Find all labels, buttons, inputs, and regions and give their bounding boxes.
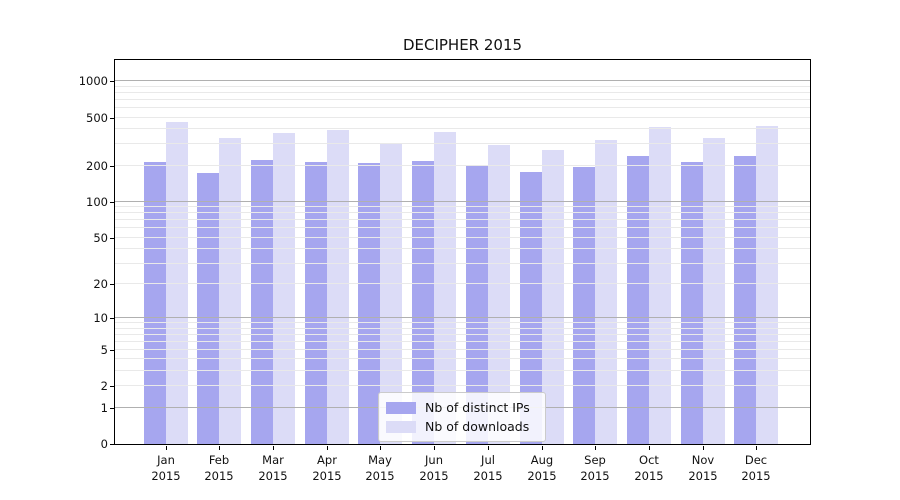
chart-title: DECIPHER 2015 <box>402 36 523 54</box>
y-tick-label-2: 2 <box>100 379 108 393</box>
y-tick-200 <box>110 166 114 167</box>
x-tick-label-jun: Jun 2015 <box>419 453 449 483</box>
bar-distinct-ips-jan <box>144 162 166 444</box>
y-tick-1 <box>110 408 114 409</box>
x-tick-feb <box>219 446 220 450</box>
x-tick-mar <box>273 446 274 450</box>
y-tick-label-10: 10 <box>93 311 108 325</box>
legend-row-distinct-ips: Nb of distinct IPs <box>386 398 537 417</box>
bar-distinct-ips-dec <box>734 156 756 444</box>
x-tick-jul <box>488 446 489 450</box>
x-tick-label-sep: Sep 2015 <box>580 453 610 483</box>
bar-downloads-sep <box>595 140 617 444</box>
x-tick-label-jan: Jan 2015 <box>151 453 181 483</box>
x-tick-jun <box>434 446 435 450</box>
y-tick-label-50: 50 <box>93 231 108 245</box>
y-tick-50 <box>110 238 114 239</box>
bar-downloads-feb <box>219 138 241 444</box>
x-tick-jan <box>166 446 167 450</box>
bar-downloads-may <box>380 143 402 444</box>
x-tick-label-oct: Oct 2015 <box>634 453 664 483</box>
bar-downloads-apr <box>327 130 349 444</box>
legend-swatch-downloads <box>386 420 416 433</box>
x-tick-label-apr: Apr 2015 <box>312 453 342 483</box>
x-tick-label-nov: Nov 2015 <box>688 453 718 483</box>
x-tick-sep <box>595 446 596 450</box>
x-tick-aug <box>542 446 543 450</box>
y-tick-0 <box>110 444 114 445</box>
legend-swatch-distinct-ips <box>386 401 416 414</box>
y-tick-2 <box>110 386 114 387</box>
bar-downloads-oct <box>649 127 671 444</box>
x-tick-label-dec: Dec 2015 <box>741 453 771 483</box>
x-tick-may <box>380 446 381 450</box>
y-tick-label-0: 0 <box>100 437 108 451</box>
legend: Nb of distinct IPs Nb of downloads <box>378 392 546 442</box>
bar-distinct-ips-jul <box>466 166 488 444</box>
legend-label-downloads: Nb of downloads <box>425 419 530 434</box>
x-tick-label-feb: Feb 2015 <box>204 453 234 483</box>
y-tick-label-500: 500 <box>86 111 108 125</box>
bar-distinct-ips-may <box>358 163 380 444</box>
bar-distinct-ips-jun <box>412 161 434 444</box>
y-tick-label-200: 200 <box>86 159 108 173</box>
bar-distinct-ips-feb <box>197 173 219 444</box>
bar-downloads-nov <box>703 138 725 444</box>
x-tick-dec <box>756 446 757 450</box>
y-tick-10 <box>110 318 114 319</box>
bar-distinct-ips-sep <box>573 167 595 444</box>
plot-area <box>114 59 811 445</box>
y-tick-label-1000: 1000 <box>78 74 108 88</box>
y-tick-100 <box>110 202 114 203</box>
y-tick-20 <box>110 284 114 285</box>
y-tick-label-100: 100 <box>86 195 108 209</box>
bars-layer <box>115 60 810 444</box>
y-tick-label-20: 20 <box>93 277 108 291</box>
y-tick-label-5: 5 <box>100 343 108 357</box>
x-tick-apr <box>327 446 328 450</box>
legend-row-downloads: Nb of downloads <box>386 417 537 436</box>
y-tick-500 <box>110 118 114 119</box>
x-tick-oct <box>649 446 650 450</box>
y-tick-label-1: 1 <box>100 401 108 415</box>
bar-downloads-jun <box>434 132 456 444</box>
bar-downloads-mar <box>273 133 295 444</box>
x-tick-label-aug: Aug 2015 <box>527 453 557 483</box>
bar-distinct-ips-apr <box>305 162 327 444</box>
bar-distinct-ips-nov <box>681 162 703 444</box>
legend-label-distinct-ips: Nb of distinct IPs <box>425 400 530 415</box>
x-tick-label-jul: Jul 2015 <box>473 453 503 483</box>
x-tick-label-may: May 2015 <box>365 453 395 483</box>
bar-distinct-ips-mar <box>251 160 273 444</box>
bar-downloads-jan <box>166 122 188 444</box>
x-tick-label-mar: Mar 2015 <box>258 453 288 483</box>
y-tick-5 <box>110 350 114 351</box>
bar-distinct-ips-oct <box>627 156 649 444</box>
bar-distinct-ips-aug <box>520 172 542 444</box>
x-tick-nov <box>703 446 704 450</box>
y-tick-1000 <box>110 81 114 82</box>
bar-downloads-dec <box>756 126 778 444</box>
